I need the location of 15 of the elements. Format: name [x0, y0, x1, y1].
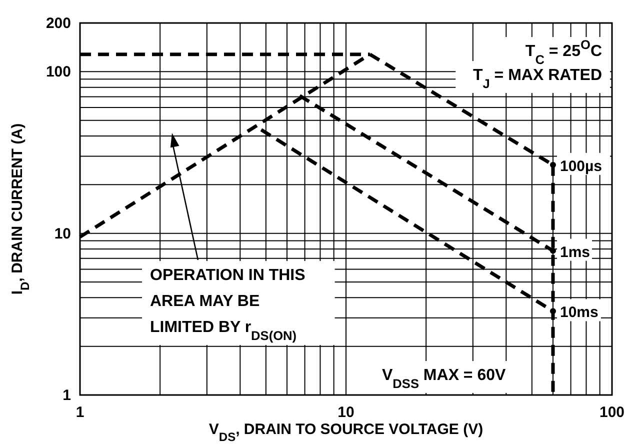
y-tick-label: 200	[46, 15, 71, 32]
annotation: T$_{C}$ = 25$^{O}$C	[525, 36, 602, 66]
annotation: OPERATION IN THIS AREA MAY BE LIMITED BY r$_{DS(ON)}$	[150, 267, 306, 342]
series-label: 1ms	[560, 244, 590, 261]
series-label: 100µs	[560, 158, 602, 175]
series-label: 10ms	[560, 304, 598, 322]
x-axis-title: V$_{DS}$, DRAIN TO SOURCE VOLTAGE (V)	[208, 421, 484, 444]
y-tick-label: 1	[62, 387, 71, 404]
x-tick-label: 10	[338, 404, 354, 421]
x-tick-label: 100	[599, 404, 625, 421]
y-tick-label: 10	[54, 225, 71, 242]
y-tick-label: 100	[46, 64, 71, 81]
x-tick-label: 1	[76, 404, 84, 421]
annotation: T$_{J}$ = MAX RATED	[472, 67, 602, 90]
annotation: V$_{DSS}$ MAX = 60V	[382, 367, 506, 390]
